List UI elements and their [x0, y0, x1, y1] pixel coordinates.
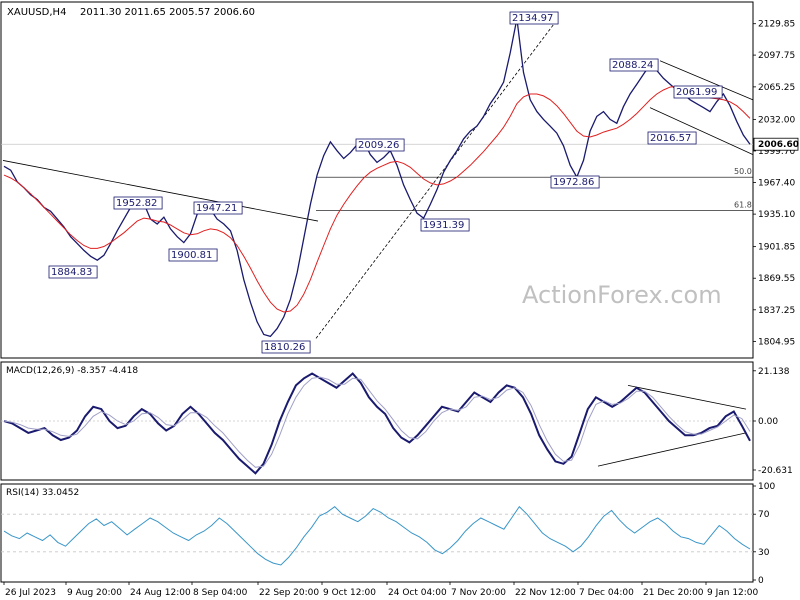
label-1972-86: 1972.86: [553, 177, 594, 188]
panel-frame-2: [0, 483, 754, 583]
label-1884-83-box: [48, 265, 98, 279]
label-2009-26: 2009.26: [358, 140, 399, 151]
chart-header-symbol: XAUUSD,H4: [7, 7, 66, 18]
label-1931-39-box: [420, 218, 470, 232]
label-1900-81: 1900.81: [171, 250, 212, 261]
label-1947-21-box: [193, 201, 243, 215]
panel-frame-0: [0, 1, 754, 359]
label-1952-82: 1952.82: [116, 198, 157, 209]
price-ytick-label-3: 2032.00: [758, 115, 795, 125]
price-series-line: [3, 18, 751, 338]
xtick-label-10: 21 Dec 20:00: [643, 588, 704, 598]
xtick-label-7: 7 Nov 20:00: [451, 588, 506, 598]
label-2061-99-box: [673, 85, 723, 99]
price-ytick-label-8: 1869.55: [758, 274, 795, 284]
price-ytick-label-1: 2097.75: [758, 51, 795, 61]
channel-lower: [649, 107, 754, 155]
label-1884-83: 1884.83: [51, 267, 92, 278]
xtick-label-5: 9 Oct 12:00: [323, 588, 376, 598]
current-price-label: 2006.60: [758, 140, 799, 150]
label-1931-39: 1931.39: [423, 220, 464, 231]
xtick-label-2: 24 Aug 12:00: [130, 588, 191, 598]
price-ytick-label-9: 1837.25: [758, 306, 795, 316]
price-ytick-label-10: 1804.95: [758, 337, 795, 347]
channel-upper: [659, 60, 754, 101]
fibo-label-1: 61.8: [734, 200, 752, 209]
label-2016-57: 2016.57: [650, 133, 691, 144]
xtick-label-0: 26 Jul 2023: [5, 588, 56, 598]
label-2061-99: 2061.99: [676, 87, 717, 98]
label-1810-26-box: [261, 340, 311, 354]
xtick-label-9: 7 Dec 04:00: [579, 588, 634, 598]
price-ytick-label-0: 2129.85: [758, 20, 795, 30]
label-1947-21: 1947.21: [196, 203, 237, 214]
xtick-label-1: 9 Aug 20:00: [67, 588, 122, 598]
rsi-series-line: [3, 505, 751, 566]
macd-series-line: [3, 372, 751, 475]
fibo-label-0: 50.0: [734, 167, 752, 176]
xtick-label-3: 8 Sep 04:00: [193, 588, 248, 598]
rsi-ytick-label-2: 30: [758, 548, 770, 558]
price-ytick-label-7: 1901.85: [758, 243, 795, 253]
chart-header-ohlc: 2011.30 2011.65 2005.57 2006.60: [80, 7, 255, 18]
label-1952-82-box: [113, 196, 163, 210]
xtick-label-8: 22 Nov 12:00: [515, 588, 576, 598]
trendline-dashed: [315, 18, 559, 339]
macd-ytick-label-1: 0.00: [758, 417, 778, 427]
xtick-label-11: 9 Jan 12:00: [707, 588, 759, 598]
xtick-label-6: 24 Oct 04:00: [388, 588, 447, 598]
trendline-down: [2, 160, 319, 222]
price-ytick-label-5: 1967.40: [758, 179, 795, 189]
macd-ytick-label-0: 21.138: [758, 367, 790, 377]
rsi-ytick-label-3: 0: [758, 576, 764, 586]
price-ytick-label-4: 1999.70: [758, 147, 795, 157]
label-1810-26: 1810.26: [264, 342, 305, 353]
macd-triangle-upper: [627, 384, 747, 410]
label-2016-57-box: [647, 131, 697, 145]
price-ytick-label-6: 1935.10: [758, 210, 795, 220]
label-1972-86-box: [550, 175, 600, 189]
macd-triangle-lower: [597, 432, 747, 467]
rsi-ytick-label-1: 70: [758, 510, 770, 520]
price-ytick-label-2: 2065.25: [758, 83, 795, 93]
label-2088-24: 2088.24: [612, 60, 653, 71]
label-2134-97-box: [509, 11, 559, 25]
rsi-title: RSI(14) 33.0452: [6, 488, 79, 498]
ma-series-line: [3, 85, 751, 313]
macd-ytick-label-2: -20.631: [758, 466, 793, 476]
label-2009-26-box: [355, 138, 405, 152]
label-1900-81-box: [168, 248, 218, 262]
rsi-ytick-label-0: 100: [758, 482, 775, 492]
signal-series-line: [3, 376, 751, 468]
watermark: ActionForex.com: [522, 281, 722, 309]
label-2134-97: 2134.97: [512, 13, 553, 24]
xtick-label-4: 22 Sep 20:00: [259, 588, 319, 598]
current-price-box: [753, 137, 799, 151]
label-2088-24-box: [609, 58, 659, 72]
macd-title: MACD(12,26,9) -8.357 -4.418: [6, 366, 138, 376]
